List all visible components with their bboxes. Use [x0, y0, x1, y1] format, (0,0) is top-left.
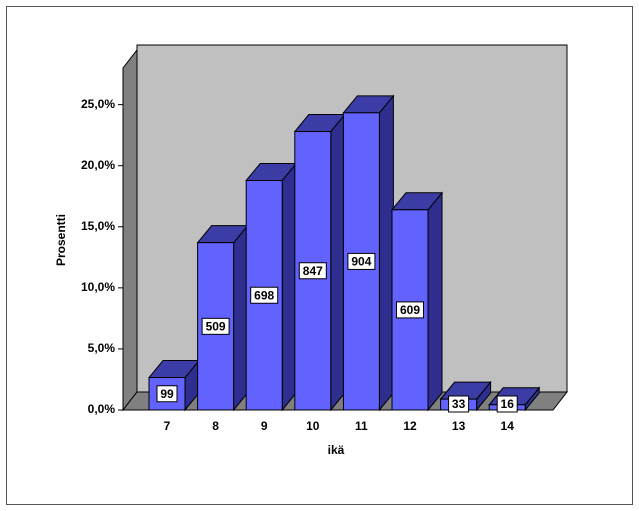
- x-tick-label: 12: [403, 419, 417, 433]
- count-label: 609: [400, 303, 420, 317]
- x-axis-title: ikä: [328, 443, 345, 457]
- x-tick-label: 10: [306, 419, 320, 433]
- count-label-box: [396, 301, 424, 319]
- count-label: 698: [254, 288, 274, 302]
- bar-side: [427, 191, 443, 412]
- x-tick-label: 7: [164, 419, 171, 433]
- count-label-box: [347, 252, 376, 270]
- count-label: 99: [160, 387, 174, 401]
- count-label: 847: [303, 264, 323, 278]
- count-label-box: [250, 286, 279, 304]
- count-label: 509: [206, 320, 226, 334]
- count-label-box: [448, 395, 470, 413]
- x-tick-label: 9: [261, 419, 268, 433]
- count-label-box: [298, 262, 327, 280]
- y-tick-label: 15,0%: [81, 219, 115, 233]
- x-tick-label: 14: [501, 419, 515, 433]
- count-label-box: [201, 317, 230, 335]
- bar-side: [378, 94, 394, 412]
- x-tick-label: 8: [212, 419, 219, 433]
- y-tick-label: 20,0%: [81, 158, 115, 172]
- y-axis-title: Prosentti: [54, 214, 68, 266]
- bar-side: [233, 224, 249, 412]
- y-tick-label: 0,0%: [88, 402, 116, 416]
- x-tick-label: 13: [452, 419, 466, 433]
- bar-side: [330, 113, 346, 412]
- y-tick-label: 10,0%: [81, 280, 115, 294]
- y-tick-label: 5,0%: [88, 341, 116, 355]
- count-label-box: [156, 385, 178, 403]
- bar-side: [281, 162, 297, 412]
- count-label-box: [496, 395, 518, 413]
- count-label: 16: [501, 397, 515, 411]
- count-label: 904: [351, 255, 371, 269]
- left-wall: [122, 48, 138, 412]
- y-tick-label: 25,0%: [81, 97, 115, 111]
- x-tick-label: 11: [355, 419, 368, 433]
- count-label: 33: [452, 397, 466, 411]
